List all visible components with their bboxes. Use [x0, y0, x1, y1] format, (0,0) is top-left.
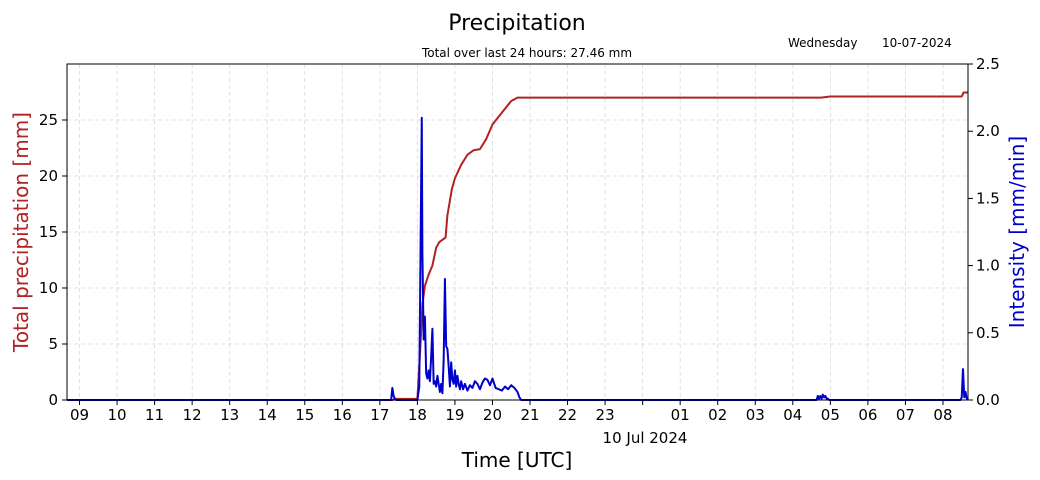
- x-tick-label: 18: [408, 406, 427, 424]
- left-y-tick-label: 5: [48, 335, 58, 353]
- x-tick-label: 11: [145, 406, 164, 424]
- x-tick-label: 07: [896, 406, 915, 424]
- x-tick-label: 14: [258, 406, 277, 424]
- x-tick-label: 19: [445, 406, 464, 424]
- left-axis-title: Total precipitation [mm]: [9, 112, 33, 353]
- x-tick-label: 23: [596, 406, 615, 424]
- x-tick-label: 04: [783, 406, 802, 424]
- x-tick-label: 03: [746, 406, 765, 424]
- left-y-tick-label: 25: [39, 111, 58, 129]
- intensity-series-line: [67, 116, 969, 401]
- day-label: Wednesday: [788, 36, 857, 50]
- x-tick-label: 22: [558, 406, 577, 424]
- right-y-tick-label: 0.5: [976, 324, 1000, 342]
- x-tick-label: 01: [671, 406, 690, 424]
- left-y-axis: 0 5 10 15 20 25: [39, 111, 67, 409]
- right-y-tick-label: 2.0: [976, 122, 1000, 140]
- x-tick-label: 20: [483, 406, 502, 424]
- x-tick-label: 13: [220, 406, 239, 424]
- x-tick-label: 08: [933, 406, 952, 424]
- x-tick-label: 06: [858, 406, 877, 424]
- series-layer: [67, 91, 969, 401]
- right-y-tick-label: 1.5: [976, 189, 1000, 207]
- left-y-tick-label: 0: [48, 391, 58, 409]
- right-y-tick-label: 0.0: [976, 391, 1000, 409]
- total-series-line: [67, 91, 968, 401]
- left-y-tick-label: 15: [39, 223, 58, 241]
- x-tick-label: 02: [708, 406, 727, 424]
- left-y-tick-label: 20: [39, 167, 58, 185]
- grid-layer: [67, 64, 968, 400]
- x-tick-label: 10: [108, 406, 127, 424]
- right-axis-title: Intensity [mm/min]: [1005, 136, 1029, 328]
- chart-title: Precipitation: [448, 11, 586, 36]
- x-tick-label: 16: [333, 406, 352, 424]
- x-tick-label: 12: [183, 406, 202, 424]
- chart-subtitle: Total over last 24 hours: 27.46 mm: [421, 46, 632, 60]
- x-tick-label: 17: [370, 406, 389, 424]
- left-y-tick-label: 10: [39, 279, 58, 297]
- x-axis-date-label: 10 Jul 2024: [603, 429, 688, 447]
- x-tick-label: 15: [295, 406, 314, 424]
- x-axis: 09 10 11 12 13 14 15 16 17 18 19 20 21 22 23 01 02 03 04 05…: [70, 400, 953, 424]
- x-tick-label: 21: [520, 406, 539, 424]
- x-tick-label: 05: [821, 406, 840, 424]
- right-y-axis: 0.0 0.5 1.0 1.5 2.0 2.5: [968, 55, 1000, 409]
- x-axis-title: Time [UTC]: [461, 448, 573, 472]
- x-tick-label: 09: [70, 406, 89, 424]
- date-label: 10-07-2024: [882, 36, 952, 50]
- right-y-tick-label: 1.0: [976, 257, 1000, 275]
- right-y-tick-label: 2.5: [976, 55, 1000, 73]
